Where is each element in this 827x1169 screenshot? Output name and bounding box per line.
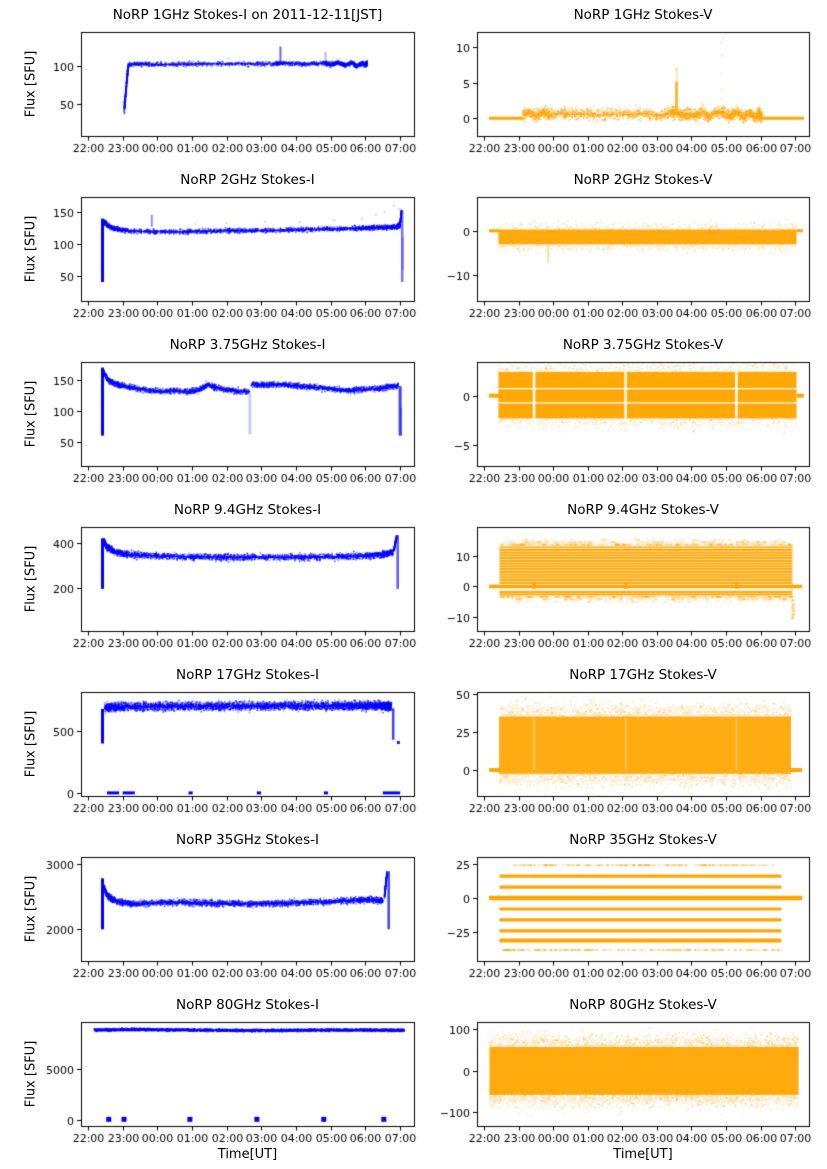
plot-title: NoRP 35GHz Stokes-V xyxy=(569,832,717,848)
plot-title: NoRP 17GHz Stokes-I xyxy=(176,667,319,683)
plot-canvas-17ghz-stokes-i xyxy=(0,660,427,825)
y-axis-label: Flux [SFU] xyxy=(23,50,39,118)
plot-title: NoRP 2GHz Stokes-V xyxy=(573,172,713,188)
plot-title: NoRP 80GHz Stokes-I xyxy=(176,997,319,1013)
y-axis-label: Flux [SFU] xyxy=(23,215,39,283)
plot-title: NoRP 17GHz Stokes-V xyxy=(569,667,717,683)
y-axis-label: Flux [SFU] xyxy=(23,545,39,613)
y-axis-label: Flux [SFU] xyxy=(23,1040,39,1108)
plot-title: NoRP 3.75GHz Stokes-V xyxy=(562,337,724,353)
plot-canvas-2ghz-stokes-i xyxy=(0,165,427,330)
plot-title: NoRP 80GHz Stokes-V xyxy=(569,997,717,1013)
plot-canvas-1ghz-stokes-v xyxy=(427,0,827,165)
y-axis-label: Flux [SFU] xyxy=(23,710,39,778)
plot-canvas-3.75ghz-stokes-i xyxy=(0,330,427,495)
plot-canvas-9.4ghz-stokes-v xyxy=(427,495,827,660)
plot-canvas-3.75ghz-stokes-v xyxy=(427,330,827,495)
plot-title: NoRP 1GHz Stokes-V xyxy=(573,7,713,23)
plot-canvas-35ghz-stokes-i xyxy=(0,825,427,990)
y-axis-label: Flux [SFU] xyxy=(23,875,39,943)
plot-title: NoRP 9.4GHz Stokes-I xyxy=(173,502,322,518)
plot-canvas-35ghz-stokes-v xyxy=(427,825,827,990)
plot-canvas-80ghz-stokes-v xyxy=(427,990,827,1169)
plot-canvas-80ghz-stokes-i xyxy=(0,990,427,1169)
y-axis-label: Flux [SFU] xyxy=(23,380,39,448)
plot-canvas-2ghz-stokes-v xyxy=(427,165,827,330)
plot-title: NoRP 9.4GHz Stokes-V xyxy=(567,502,719,518)
plot-title: NoRP 3.75GHz Stokes-I xyxy=(169,337,326,353)
plot-title: NoRP 1GHz Stokes-I on 2011-12-11[JST] xyxy=(112,7,383,23)
plot-canvas-9.4ghz-stokes-i xyxy=(0,495,427,660)
plot-canvas-17ghz-stokes-v xyxy=(427,660,827,825)
x-axis-label: Time[UT] xyxy=(217,1147,278,1162)
plot-title: NoRP 35GHz Stokes-I xyxy=(176,832,319,848)
x-axis-label: Time[UT] xyxy=(613,1147,673,1162)
plot-title: NoRP 2GHz Stokes-I xyxy=(180,172,315,188)
plot-canvas-1ghz-stokes-i xyxy=(0,0,427,165)
